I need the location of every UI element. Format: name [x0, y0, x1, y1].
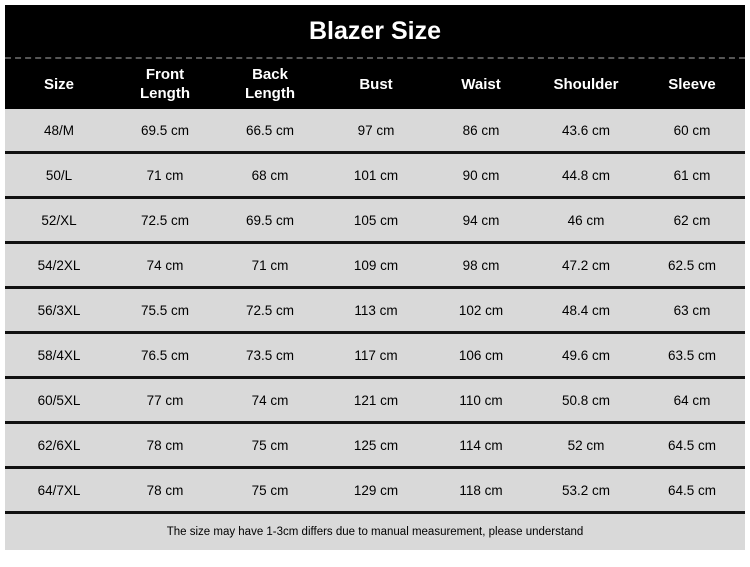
table-cell: 94 cm — [462, 212, 500, 228]
table-cell: 53.2 cm — [561, 482, 611, 498]
table-cell: 72.5 cm — [140, 212, 190, 228]
table-body: 48/M 69.5 cm 66.5 cm 97 cm 86 cm 43.6 cm 60 cm… — [5, 109, 745, 514]
table-cell: 62/6XL — [37, 437, 81, 453]
table-cell: 90 cm — [462, 167, 500, 183]
table-cell: 77 cm — [146, 392, 184, 408]
table-cell: 69.5 cm — [245, 212, 295, 228]
table-cell: 71 cm — [251, 257, 289, 273]
table-cell: 61 cm — [673, 167, 711, 183]
table-row: 54/2XL 74 cm 71 cm 109 cm 98 cm 47.2 cm 62.5 c… — [5, 244, 745, 289]
table-cell: 48/M — [43, 122, 74, 138]
table-cell: 74 cm — [251, 392, 289, 408]
table-cell: 78 cm — [146, 482, 184, 498]
table-cell: 63 cm — [673, 302, 711, 318]
table-cell: 76.5 cm — [140, 347, 190, 363]
header-row: Size Front Length Back Length Bust Waist Shou… — [5, 59, 745, 109]
table-cell: 102 cm — [458, 302, 504, 318]
column-header: Back Length — [245, 66, 295, 102]
table-cell: 110 cm — [459, 392, 503, 408]
table-cell: 52 cm — [567, 437, 605, 453]
table-cell: 72.5 cm — [245, 302, 295, 318]
table-cell: 109 cm — [353, 257, 399, 273]
table-cell: 118 cm — [459, 482, 503, 498]
table-cell: 68 cm — [251, 167, 289, 183]
table-cell: 78 cm — [146, 437, 184, 453]
size-chart-table: Blazer Size Size Front Length Back Length B… — [5, 5, 745, 550]
table-cell: 44.8 cm — [561, 167, 611, 183]
table-row: 60/5XL 77 cm 74 cm 121 cm 110 cm 50.8 cm 64 cm — [5, 379, 745, 424]
table-cell: 125 cm — [353, 437, 399, 453]
table-cell: 48.4 cm — [561, 302, 611, 318]
table-cell: 50/L — [45, 167, 73, 183]
table-cell: 113 cm — [354, 302, 398, 318]
table-cell: 58/4XL — [37, 347, 81, 363]
table-cell: 56/3XL — [37, 302, 81, 318]
table-cell: 74 cm — [146, 257, 184, 273]
table-cell: 69.5 cm — [140, 122, 190, 138]
footer-note: The size may have 1-3cm differs due to m… — [5, 514, 745, 550]
column-header: Size — [43, 75, 74, 93]
table-cell: 97 cm — [357, 122, 395, 138]
table-cell: 60/5XL — [37, 392, 81, 408]
table-row: 62/6XL 78 cm 75 cm 125 cm 114 cm 52 cm 64.5 cm — [5, 424, 745, 469]
table-cell: 71 cm — [146, 167, 184, 183]
table-cell: 49.6 cm — [561, 347, 611, 363]
table-cell: 62 cm — [673, 212, 711, 228]
table-cell: 47.2 cm — [561, 257, 611, 273]
table-row: 52/XL 72.5 cm 69.5 cm 105 cm 94 cm 46 cm 62 cm — [5, 199, 745, 244]
table-cell: 64/7XL — [37, 482, 81, 498]
table-cell: 62.5 cm — [667, 257, 717, 273]
column-header: Sleeve — [668, 75, 716, 93]
table-cell: 75 cm — [251, 482, 289, 498]
table-cell: 43.6 cm — [561, 122, 611, 138]
table-cell: 63.5 cm — [667, 347, 717, 363]
table-cell: 86 cm — [462, 122, 500, 138]
table-cell: 98 cm — [462, 257, 500, 273]
table-cell: 106 cm — [458, 347, 504, 363]
table-title: Blazer Size — [5, 5, 745, 59]
column-header: Bust — [359, 75, 393, 93]
table-cell: 54/2XL — [37, 257, 81, 273]
table-row: 56/3XL 75.5 cm 72.5 cm 113 cm 102 cm 48.4 cm 6… — [5, 289, 745, 334]
table-cell: 50.8 cm — [561, 392, 611, 408]
table-cell: 117 cm — [354, 347, 398, 363]
table-cell: 66.5 cm — [245, 122, 295, 138]
table-row: 58/4XL 76.5 cm 73.5 cm 117 cm 106 cm 49.6 cm 6… — [5, 334, 745, 379]
table-cell: 129 cm — [353, 482, 399, 498]
table-row: 48/M 69.5 cm 66.5 cm 97 cm 86 cm 43.6 cm 60 cm — [5, 109, 745, 154]
table-cell: 73.5 cm — [245, 347, 295, 363]
table-row: 50/L 71 cm 68 cm 101 cm 90 cm 44.8 cm 61 cm — [5, 154, 745, 199]
table-cell: 105 cm — [353, 212, 399, 228]
table-cell: 64.5 cm — [667, 482, 717, 498]
table-cell: 121 cm — [353, 392, 399, 408]
column-header: Shoulder — [553, 75, 619, 93]
table-cell: 60 cm — [673, 122, 711, 138]
table-cell: 52/XL — [41, 212, 77, 228]
column-header: Front Length — [140, 66, 190, 102]
table-row: 64/7XL 78 cm 75 cm 129 cm 118 cm 53.2 cm 64.5 … — [5, 469, 745, 514]
column-header: Waist — [461, 75, 501, 93]
table-cell: 64 cm — [673, 392, 711, 408]
table-cell: 114 cm — [459, 437, 503, 453]
table-cell: 46 cm — [567, 212, 605, 228]
table-cell: 75 cm — [251, 437, 289, 453]
table-cell: 101 cm — [353, 167, 399, 183]
table-cell: 75.5 cm — [140, 302, 190, 318]
table-cell: 64.5 cm — [667, 437, 717, 453]
